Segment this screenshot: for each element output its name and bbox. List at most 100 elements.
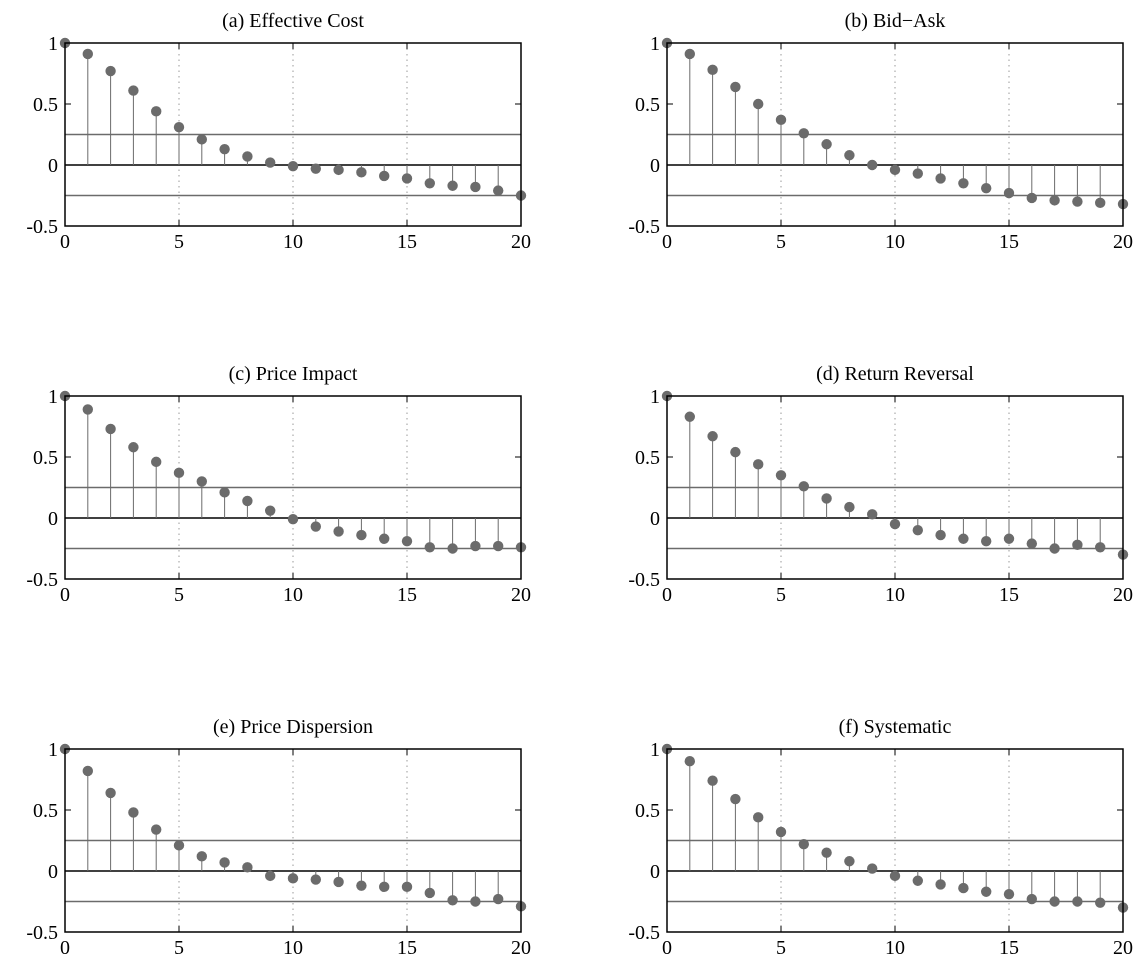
data-point xyxy=(379,170,390,182)
data-point xyxy=(242,151,253,162)
data-point xyxy=(981,886,992,897)
data-point xyxy=(82,404,94,415)
y-tick-label: 0.5 xyxy=(33,800,58,822)
data-point xyxy=(1003,187,1015,199)
data-point xyxy=(981,535,992,547)
data-point xyxy=(935,173,946,184)
data-point xyxy=(333,164,344,176)
data-point xyxy=(242,862,253,873)
data-point xyxy=(470,540,481,552)
y-tick-label: -0.5 xyxy=(26,216,58,238)
data-point xyxy=(424,542,435,553)
data-point xyxy=(379,533,390,544)
y-tick-label: 1 xyxy=(48,739,58,761)
y-tick-label: 1 xyxy=(48,33,58,55)
x-tick-label: 15 xyxy=(999,231,1019,253)
x-tick-label: 5 xyxy=(174,231,184,253)
x-tick-label: 10 xyxy=(283,937,303,959)
data-point xyxy=(981,182,992,194)
x-tick-label: 10 xyxy=(885,937,905,959)
x-tick-label: 20 xyxy=(511,231,531,253)
data-point xyxy=(151,106,162,117)
data-point xyxy=(219,143,230,155)
data-point xyxy=(333,526,344,537)
x-tick-label: 10 xyxy=(283,231,303,253)
data-point xyxy=(684,411,695,422)
x-tick-label: 15 xyxy=(397,231,417,253)
data-point xyxy=(1049,896,1060,907)
x-tick-label: 15 xyxy=(999,937,1019,959)
data-point xyxy=(242,495,253,507)
data-point xyxy=(707,64,718,76)
x-tick-label: 20 xyxy=(511,584,531,606)
data-point xyxy=(753,812,764,823)
data-point xyxy=(753,98,764,110)
data-point xyxy=(1095,197,1106,209)
data-point xyxy=(684,756,695,767)
x-tick-label: 20 xyxy=(1113,584,1133,606)
data-point xyxy=(684,48,695,60)
data-point xyxy=(356,167,367,178)
data-point xyxy=(867,863,878,874)
y-tick-label: 0.5 xyxy=(33,447,58,469)
data-point xyxy=(173,121,185,133)
x-tick-label: 20 xyxy=(1113,937,1133,959)
data-point xyxy=(912,168,923,179)
data-point xyxy=(798,128,809,139)
data-point xyxy=(707,431,718,442)
data-point xyxy=(196,134,207,145)
data-point xyxy=(889,164,901,176)
data-point xyxy=(82,765,94,777)
chart-title: (b) Bid−Ask xyxy=(845,10,946,32)
data-point xyxy=(958,882,969,894)
data-point xyxy=(105,423,116,435)
data-point xyxy=(424,887,435,899)
data-point xyxy=(1072,896,1083,907)
y-tick-label: 0 xyxy=(650,508,660,530)
y-tick-label: 0.5 xyxy=(635,94,660,116)
y-tick-label: 1 xyxy=(650,33,660,55)
y-tick-label: 1 xyxy=(650,386,660,408)
data-point xyxy=(470,896,481,907)
data-point xyxy=(798,481,809,492)
data-point xyxy=(265,870,276,882)
data-point xyxy=(447,895,458,906)
data-point xyxy=(333,876,344,888)
data-point xyxy=(821,139,832,150)
y-tick-label: 1 xyxy=(48,386,58,408)
data-point xyxy=(912,875,923,886)
data-point xyxy=(775,114,787,126)
data-point xyxy=(1026,893,1038,905)
data-point xyxy=(310,521,321,532)
y-tick-label: 0 xyxy=(650,861,660,883)
x-tick-label: 20 xyxy=(1113,231,1133,253)
data-point xyxy=(470,181,481,193)
y-tick-label: 0.5 xyxy=(635,800,660,822)
data-point xyxy=(219,487,230,498)
x-tick-label: 15 xyxy=(397,584,417,606)
x-tick-label: 15 xyxy=(397,937,417,959)
data-point xyxy=(401,881,413,893)
y-tick-label: 0.5 xyxy=(635,447,660,469)
data-point xyxy=(889,518,901,530)
x-tick-label: 0 xyxy=(60,231,70,253)
data-point xyxy=(958,533,969,544)
data-point xyxy=(1072,539,1083,551)
data-point xyxy=(493,893,504,905)
data-point xyxy=(287,161,299,172)
x-tick-label: 5 xyxy=(776,231,786,253)
data-point xyxy=(219,857,230,868)
y-tick-label: -0.5 xyxy=(628,569,660,591)
chart-title: (e) Price Dispersion xyxy=(213,716,373,738)
data-point xyxy=(447,543,458,554)
x-tick-label: 0 xyxy=(662,584,672,606)
data-point xyxy=(105,787,116,799)
data-point xyxy=(844,501,855,513)
data-point xyxy=(310,874,321,885)
data-point xyxy=(196,476,207,487)
x-tick-label: 0 xyxy=(60,937,70,959)
data-point xyxy=(730,793,741,805)
data-point xyxy=(753,459,764,470)
x-tick-label: 10 xyxy=(885,584,905,606)
